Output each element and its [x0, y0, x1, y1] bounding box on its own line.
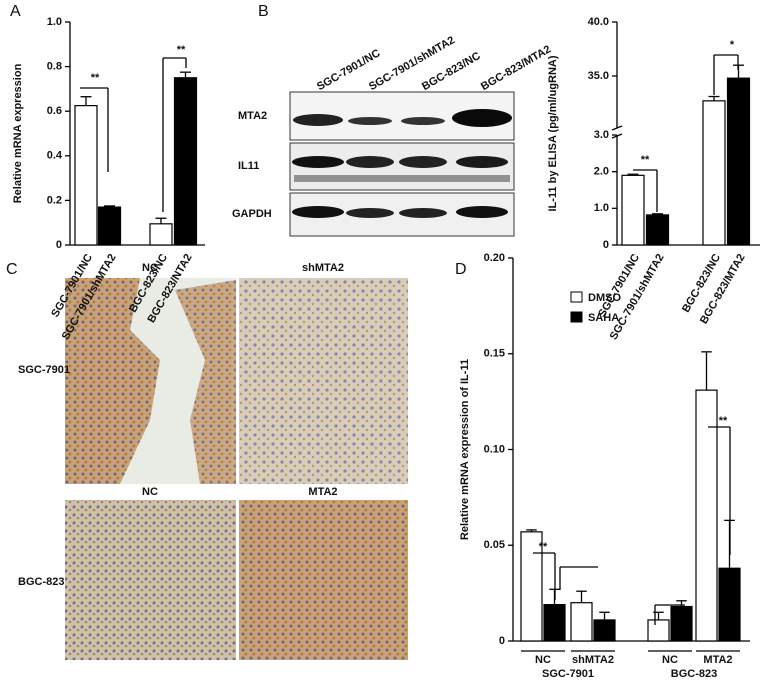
legend-swatch	[570, 311, 583, 323]
y-tick-label: 0	[603, 239, 609, 251]
panel-label: D	[455, 261, 467, 278]
axis-break	[611, 125, 623, 131]
ihc-row-label: SGC-7901	[18, 364, 70, 376]
ihc-image	[239, 500, 408, 660]
ihc-column-label: NC	[142, 262, 158, 274]
bar	[97, 206, 122, 246]
bar	[670, 605, 693, 642]
bar	[621, 174, 645, 246]
y-tick-label: 35.0	[588, 70, 609, 82]
band	[292, 206, 344, 218]
y-tick-label: 40.0	[588, 16, 609, 28]
band	[294, 175, 510, 182]
blot-row-label: MTA2	[238, 110, 267, 122]
axis-break	[611, 133, 623, 139]
bar	[695, 389, 718, 642]
bar	[74, 105, 98, 246]
y-axis-label: Relative mRNA expression of IL-11	[459, 359, 471, 540]
y-tick-label: 1.0	[47, 16, 62, 28]
bar	[593, 619, 616, 642]
y-axis-label: Relative mRNA expression	[12, 63, 24, 203]
ihc-panel: NC shMTA2 NC MTA2 SGC-7901 BGC-823	[18, 262, 408, 660]
band	[452, 109, 512, 127]
y-tick-label: 2.0	[594, 166, 609, 178]
ihc-tissue	[175, 280, 236, 484]
bar	[645, 214, 670, 246]
blot-row-label: GAPDH	[232, 208, 272, 220]
y-tick-label: 1.0	[594, 202, 609, 214]
y-tick-label: 0.4	[47, 150, 63, 162]
ihc-tissue	[65, 278, 160, 484]
legend-swatch	[570, 291, 583, 303]
significance-label: **	[91, 72, 100, 84]
band	[346, 156, 394, 168]
x-tick-label: MTA2	[703, 654, 732, 666]
band	[348, 117, 392, 125]
ihc-row-label: BGC-823	[18, 576, 64, 588]
significance-label: **	[177, 44, 186, 56]
y-tick-label: 0.15	[484, 348, 505, 360]
panel-label: A	[10, 3, 21, 20]
blot-column-label: SGC-7901/shMTA2	[367, 34, 457, 93]
bar	[543, 604, 566, 642]
significance-label: **	[641, 154, 650, 166]
significance-label: *	[730, 39, 735, 51]
band	[401, 117, 445, 125]
group-label: BGC-823	[671, 668, 717, 680]
panel-label: C	[6, 261, 18, 278]
band	[292, 156, 344, 168]
bar	[647, 619, 670, 642]
blot-column-label: BGC-823/MTA2	[479, 43, 553, 93]
band	[399, 156, 447, 168]
bar	[149, 223, 173, 246]
bar	[570, 602, 593, 642]
y-tick-label: 0	[499, 635, 505, 647]
y-tick-label: 0.2	[47, 194, 62, 206]
ihc-column-label: MTA2	[308, 486, 337, 498]
bar	[173, 77, 198, 246]
band	[399, 208, 447, 218]
y-axis-label: IL-11 by ELISA (pg/ml/ugRNA)	[547, 55, 559, 211]
legend-label: DMSO	[588, 292, 621, 304]
panel-label: B	[258, 3, 269, 20]
group-label: SGC-7901	[542, 668, 594, 680]
band	[456, 206, 508, 218]
y-tick-label: 0.8	[47, 61, 62, 73]
western-blot: MTA2 IL11 GAPDH SGC-7901/NC SGC-7901/shM…	[232, 34, 553, 237]
ihc-image	[239, 278, 408, 484]
y-tick-label: 0.10	[484, 443, 505, 455]
x-tick-label: NC	[535, 654, 551, 666]
y-tick-label: 0.05	[484, 539, 505, 551]
blot-row-label: IL11	[238, 160, 259, 172]
band	[293, 114, 343, 126]
x-tick-label: shMTA2	[572, 654, 614, 666]
x-tick-label: NC	[662, 654, 678, 666]
legend-label: SAHA	[588, 312, 619, 324]
band	[456, 156, 508, 168]
ihc-column-label: shMTA2	[302, 262, 344, 274]
bar	[718, 567, 741, 642]
y-tick-label: 0.6	[47, 105, 62, 117]
band	[346, 208, 394, 218]
ihc-column-label: NC	[142, 486, 158, 498]
significance-label: **	[539, 541, 548, 553]
y-tick-label: 0	[56, 239, 62, 251]
y-tick-label: 0.20	[484, 252, 505, 264]
y-tick-label: 3.0	[594, 129, 609, 141]
significance-label: **	[719, 415, 728, 427]
bar	[726, 77, 751, 246]
ihc-image	[65, 500, 236, 660]
bar	[702, 100, 726, 246]
